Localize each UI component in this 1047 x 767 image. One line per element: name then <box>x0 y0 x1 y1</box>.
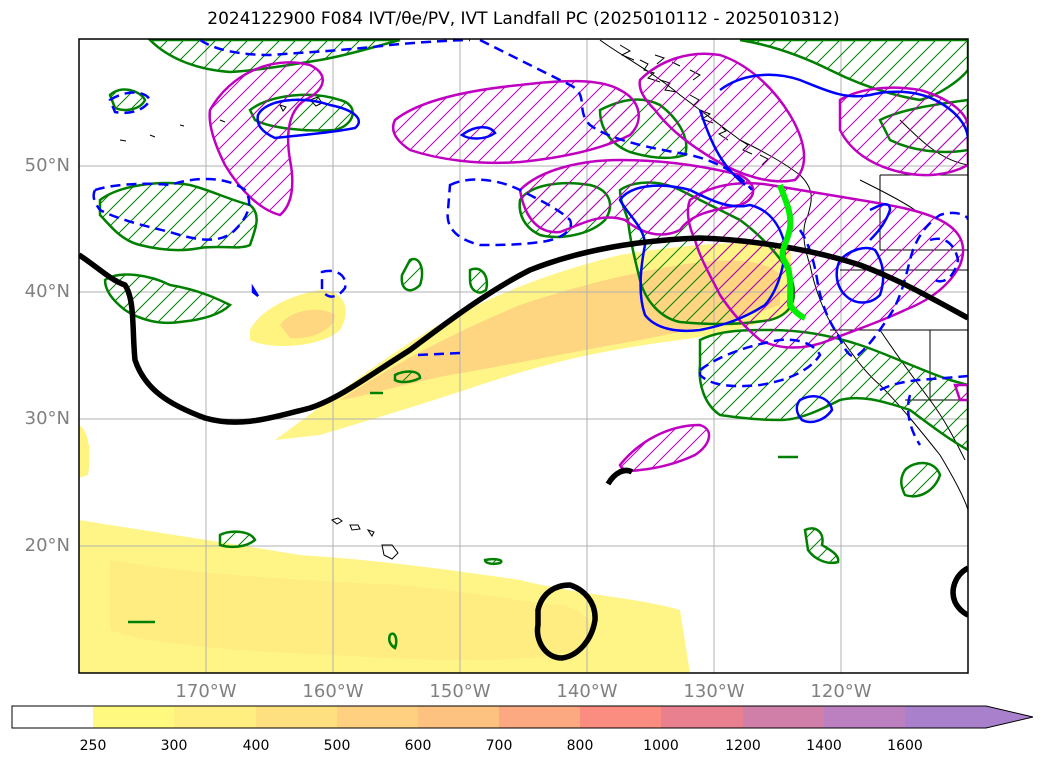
colorbar-segment <box>580 706 661 728</box>
map-frame <box>78 38 969 674</box>
colorbar-segment <box>256 706 337 728</box>
colorbar-tick-label: 1400 <box>806 738 842 754</box>
colorbar-tick-label: 500 <box>323 738 351 754</box>
blue-contours <box>92 39 968 446</box>
lat-label-20n: 20°N <box>24 535 70 556</box>
lat-label-40n: 40°N <box>24 281 70 302</box>
hawaii-islands <box>330 517 399 560</box>
colorbar-tick-label: 300 <box>160 738 188 754</box>
colorbar-outline <box>11 705 1034 729</box>
colorbar-segment <box>418 706 499 728</box>
colorbar-segment <box>499 706 580 728</box>
colorbar-tick-label: 800 <box>566 738 594 754</box>
lat-label-50n: 50°N <box>24 155 70 176</box>
colorbar-segment <box>743 706 824 728</box>
colorbar-segment <box>12 706 93 728</box>
ivt-landfall-line <box>777 184 807 321</box>
colorbar-tick-label: 1000 <box>643 738 679 754</box>
colorbar-tick-label: 700 <box>485 738 513 754</box>
colorbar-tick-label: 600 <box>404 738 432 754</box>
black-contours <box>79 235 968 661</box>
lon-label-120w: 120°W <box>810 681 872 702</box>
colorbar-segment <box>93 706 174 728</box>
lon-label-170w: 170°W <box>175 681 237 702</box>
colorbar-tick-label: 400 <box>242 738 270 754</box>
lon-label-160w: 160°W <box>302 681 364 702</box>
colorbar-tick-label: 250 <box>79 738 107 754</box>
colorbar-tick-label: 1600 <box>887 738 923 754</box>
lon-label-130w: 130°W <box>683 681 745 702</box>
colorbar-segment <box>824 706 905 728</box>
colorbar-tick-label: 1200 <box>725 738 761 754</box>
ivt-filled-contours <box>79 243 795 673</box>
lon-label-140w: 140°W <box>556 681 618 702</box>
magenta-thetae-contours <box>208 52 968 473</box>
lat-label-30n: 30°N <box>24 408 70 429</box>
colorbar-segment <box>174 706 256 728</box>
colorbar-segment <box>661 706 743 728</box>
colorbar-extend-arrow <box>986 706 1033 728</box>
colorbar-segment <box>337 706 418 728</box>
colorbar-segment <box>905 706 986 728</box>
lon-label-150w: 150°W <box>429 681 491 702</box>
colorbar <box>11 705 1034 729</box>
map-title: 2024122900 F084 IVT/θe/PV, IVT Landfall … <box>207 9 840 29</box>
